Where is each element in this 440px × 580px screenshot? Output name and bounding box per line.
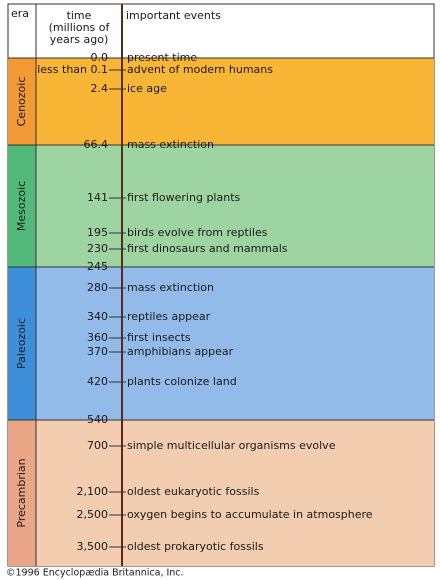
event-label: birds evolve from reptiles bbox=[127, 226, 268, 239]
event-label: oldest eukaryotic fossils bbox=[127, 485, 260, 498]
era-label: Mesozoic bbox=[15, 181, 28, 231]
time-label: 2.4 bbox=[91, 82, 109, 95]
event-label: reptiles appear bbox=[127, 310, 211, 323]
time-label: 540 bbox=[87, 413, 108, 426]
event-label: first dinosaurs and mammals bbox=[127, 242, 288, 255]
event-label: first insects bbox=[127, 331, 191, 344]
time-label: 2,500 bbox=[77, 508, 109, 521]
event-label: amphibians appear bbox=[127, 345, 234, 358]
header-time: time bbox=[67, 9, 92, 22]
time-label: 280 bbox=[87, 281, 108, 294]
event-label: mass extinction bbox=[127, 281, 214, 294]
event-label: first flowering plants bbox=[127, 191, 241, 204]
event-label: advent of modern humans bbox=[127, 63, 273, 76]
event-label: oldest prokaryotic fossils bbox=[127, 540, 264, 553]
era-column bbox=[8, 420, 36, 566]
era-label: Cenozoic bbox=[15, 77, 28, 127]
time-label: 2,100 bbox=[77, 485, 109, 498]
era-band bbox=[36, 420, 434, 566]
time-label: 230 bbox=[87, 242, 108, 255]
time-label: 141 bbox=[87, 191, 108, 204]
time-label: 700 bbox=[87, 439, 108, 452]
event-label: plants colonize land bbox=[127, 375, 237, 388]
era-label: Paleozoic bbox=[15, 318, 28, 369]
header-time: years ago) bbox=[50, 33, 109, 46]
era-band bbox=[36, 145, 434, 267]
header-era: era bbox=[11, 7, 29, 20]
era-label: Precambrian bbox=[15, 458, 28, 527]
event-label: ice age bbox=[127, 82, 167, 95]
time-label: 420 bbox=[87, 375, 108, 388]
time-label: 245 bbox=[87, 260, 108, 273]
event-label: simple multicellular organisms evolve bbox=[127, 439, 336, 452]
time-label: 370 bbox=[87, 345, 108, 358]
time-label: 340 bbox=[87, 310, 108, 323]
era-band bbox=[36, 267, 434, 420]
event-label: mass extinction bbox=[127, 138, 214, 151]
event-label: oxygen begins to accumulate in atmospher… bbox=[127, 508, 373, 521]
time-label: less than 0.1 bbox=[37, 63, 108, 76]
header-time: (millions of bbox=[49, 21, 111, 34]
era-column bbox=[8, 145, 36, 267]
time-label: 66.4 bbox=[84, 138, 109, 151]
era-column bbox=[8, 267, 36, 420]
time-label: 195 bbox=[87, 226, 108, 239]
era-band bbox=[36, 58, 434, 145]
time-label: 0.0 bbox=[91, 51, 109, 64]
era-bands bbox=[8, 57, 434, 566]
header-events: important events bbox=[126, 9, 221, 22]
time-label: 360 bbox=[87, 331, 108, 344]
time-label: 3,500 bbox=[77, 540, 109, 553]
event-label: present time bbox=[127, 51, 197, 64]
era-column bbox=[8, 58, 36, 145]
footer: ©1996 Encyclopædia Britannica, Inc. bbox=[6, 568, 184, 579]
